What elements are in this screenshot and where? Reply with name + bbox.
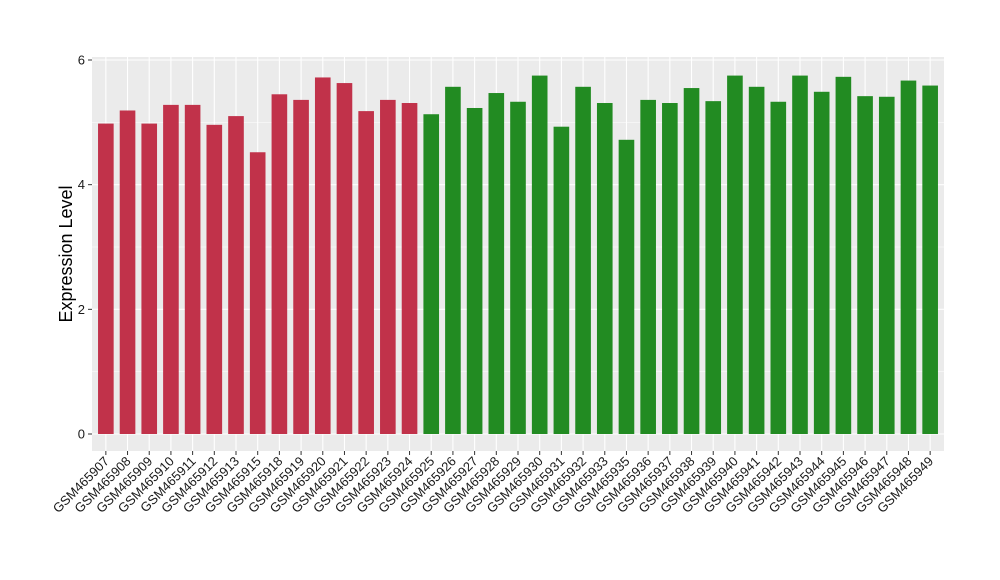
bar-GSM465945 (835, 76, 852, 434)
bar-GSM465943 (792, 75, 808, 434)
bar-GSM465936 (640, 99, 656, 434)
bar-GSM465928 (488, 93, 505, 434)
bar-GSM465926 (445, 86, 461, 434)
y-axis-title: Expression Level (56, 185, 76, 322)
y-axis: 0 2 4 6 (78, 53, 92, 442)
bar-GSM465933 (596, 103, 613, 434)
y-tick-label: 4 (78, 177, 85, 192)
y-tick-label: 2 (78, 302, 85, 317)
bar-GSM465937 (662, 103, 678, 434)
bar-GSM465922 (358, 111, 374, 434)
bar-GSM465930 (531, 75, 548, 434)
bar-GSM465920 (314, 77, 331, 434)
bar-GSM465947 (878, 96, 895, 434)
bar-GSM465911 (184, 104, 201, 434)
bar-GSM465929 (510, 101, 526, 434)
bar-GSM465948 (900, 80, 917, 434)
bar-GSM465915 (249, 152, 266, 434)
bar-GSM465909 (141, 123, 158, 434)
bar-GSM465949 (922, 85, 938, 434)
bar-GSM465918 (271, 94, 288, 435)
bar-GSM465942 (770, 101, 787, 434)
bar-GSM465912 (206, 124, 223, 435)
bar-GSM465910 (163, 104, 179, 434)
bar-GSM465931 (553, 126, 570, 435)
bar-GSM465946 (857, 96, 873, 435)
bars (98, 75, 938, 435)
y-tick-label: 6 (78, 53, 85, 68)
bar-GSM465919 (293, 99, 309, 434)
bar-GSM465908 (119, 110, 136, 435)
bar-GSM465935 (618, 139, 635, 434)
bar-GSM465932 (575, 86, 591, 434)
bar-GSM465913 (228, 116, 244, 434)
bar-GSM465940 (727, 75, 743, 434)
bar-GSM465907 (98, 123, 114, 434)
bar-GSM465921 (336, 83, 353, 435)
bar-GSM465925 (423, 114, 440, 434)
y-tick-label: 0 (78, 427, 85, 442)
x-axis: GSM465907GSM465908GSM465909GSM465910GSM4… (50, 451, 936, 516)
bar-GSM465927 (466, 107, 483, 434)
bar-GSM465924 (401, 103, 418, 434)
bar-GSM465941 (748, 86, 765, 434)
bar-GSM465939 (705, 101, 722, 434)
bar-GSM465923 (380, 99, 396, 434)
bar-GSM465944 (813, 91, 830, 434)
bar-GSM465938 (683, 88, 700, 435)
